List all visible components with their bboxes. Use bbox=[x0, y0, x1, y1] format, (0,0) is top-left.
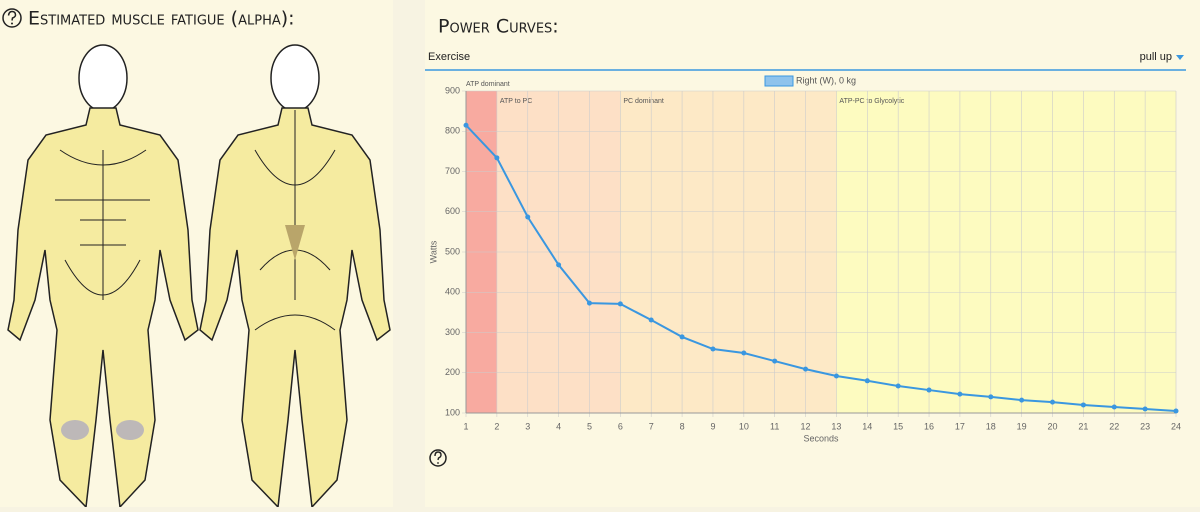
x-tick-label: 3 bbox=[525, 421, 530, 431]
x-tick-label: 13 bbox=[831, 421, 841, 431]
point bbox=[648, 317, 654, 323]
help-icon[interactable] bbox=[429, 449, 447, 467]
x-tick-label: 21 bbox=[1078, 421, 1088, 431]
x-tick-label: 5 bbox=[587, 421, 592, 431]
help-icon[interactable] bbox=[2, 8, 22, 28]
x-tick-label: 11 bbox=[770, 421, 779, 431]
x-tick-label: 22 bbox=[1109, 421, 1119, 431]
x-tick-label: 17 bbox=[955, 421, 965, 431]
x-tick-label: 19 bbox=[1017, 421, 1027, 431]
legend-label: Right (W), 0 kg bbox=[796, 75, 856, 85]
y-tick-label: 400 bbox=[445, 287, 460, 297]
point bbox=[1019, 397, 1025, 403]
point bbox=[803, 366, 809, 372]
point bbox=[895, 383, 901, 389]
point bbox=[1050, 399, 1056, 405]
x-tick-label: 7 bbox=[649, 421, 654, 431]
right-title: Power Curves: bbox=[438, 16, 559, 38]
chart: ATP dominant ATP to PC PC dominant ATP-PC t… bbox=[428, 75, 1181, 443]
x-tick-label: 23 bbox=[1140, 421, 1150, 431]
x-axis-label: Seconds bbox=[803, 433, 839, 443]
exercise-select[interactable]: pull up bbox=[1140, 51, 1172, 63]
x-tick-label: 2 bbox=[494, 421, 499, 431]
point bbox=[741, 350, 747, 356]
y-tick-label: 900 bbox=[445, 85, 460, 95]
x-tick-label: 15 bbox=[893, 421, 903, 431]
point bbox=[525, 214, 531, 220]
point bbox=[833, 373, 839, 379]
x-tick-label: 20 bbox=[1048, 421, 1058, 431]
left-title: Estimated muscle fatigue (alpha): bbox=[28, 8, 295, 30]
series-line bbox=[465, 124, 1177, 412]
point bbox=[617, 301, 623, 307]
body-front bbox=[7, 44, 199, 509]
x-tick-label: 14 bbox=[862, 421, 872, 431]
x-tick-label: 8 bbox=[680, 421, 685, 431]
y-tick-label: 300 bbox=[445, 327, 460, 337]
point bbox=[463, 122, 469, 128]
dropdown-arrow[interactable] bbox=[1176, 55, 1184, 60]
y-tick-label: 800 bbox=[445, 126, 460, 136]
y-tick-label: 500 bbox=[445, 246, 460, 256]
point bbox=[957, 391, 963, 397]
y-tick-label: 100 bbox=[445, 407, 460, 417]
zone-label: ATP-PC to Glycolytic bbox=[839, 98, 904, 105]
exercise-label: Exercise bbox=[428, 51, 470, 63]
point bbox=[926, 387, 932, 393]
point bbox=[586, 300, 592, 306]
x-tick-label: 16 bbox=[924, 421, 934, 431]
point bbox=[864, 378, 870, 384]
y-tick-label: 200 bbox=[445, 367, 460, 377]
x-tick-label: 10 bbox=[739, 421, 749, 431]
point bbox=[1111, 404, 1117, 410]
point bbox=[988, 394, 994, 400]
x-tick-label: 18 bbox=[986, 421, 996, 431]
x-tick-label: 1 bbox=[463, 421, 468, 431]
zone-label: PC dominant bbox=[623, 98, 664, 105]
x-tick-label: 9 bbox=[710, 421, 715, 431]
point bbox=[494, 155, 500, 161]
y-tick-label: 600 bbox=[445, 206, 460, 216]
point bbox=[1173, 408, 1179, 414]
y-tick-label: 700 bbox=[445, 166, 460, 176]
x-tick-label: 6 bbox=[618, 421, 623, 431]
y-axis-label: Watts bbox=[428, 240, 438, 263]
zone-label: ATP to PC bbox=[500, 98, 532, 105]
point bbox=[1142, 406, 1148, 412]
legend-swatch bbox=[764, 75, 794, 87]
point bbox=[710, 346, 716, 352]
zone-label: ATP dominant bbox=[466, 81, 510, 88]
point bbox=[556, 262, 562, 268]
point bbox=[679, 334, 685, 340]
point bbox=[772, 358, 778, 364]
point bbox=[1080, 402, 1086, 408]
x-tick-label: 24 bbox=[1171, 421, 1181, 431]
body-back bbox=[199, 44, 391, 509]
x-tick-label: 12 bbox=[801, 421, 811, 431]
x-tick-label: 4 bbox=[556, 421, 561, 431]
